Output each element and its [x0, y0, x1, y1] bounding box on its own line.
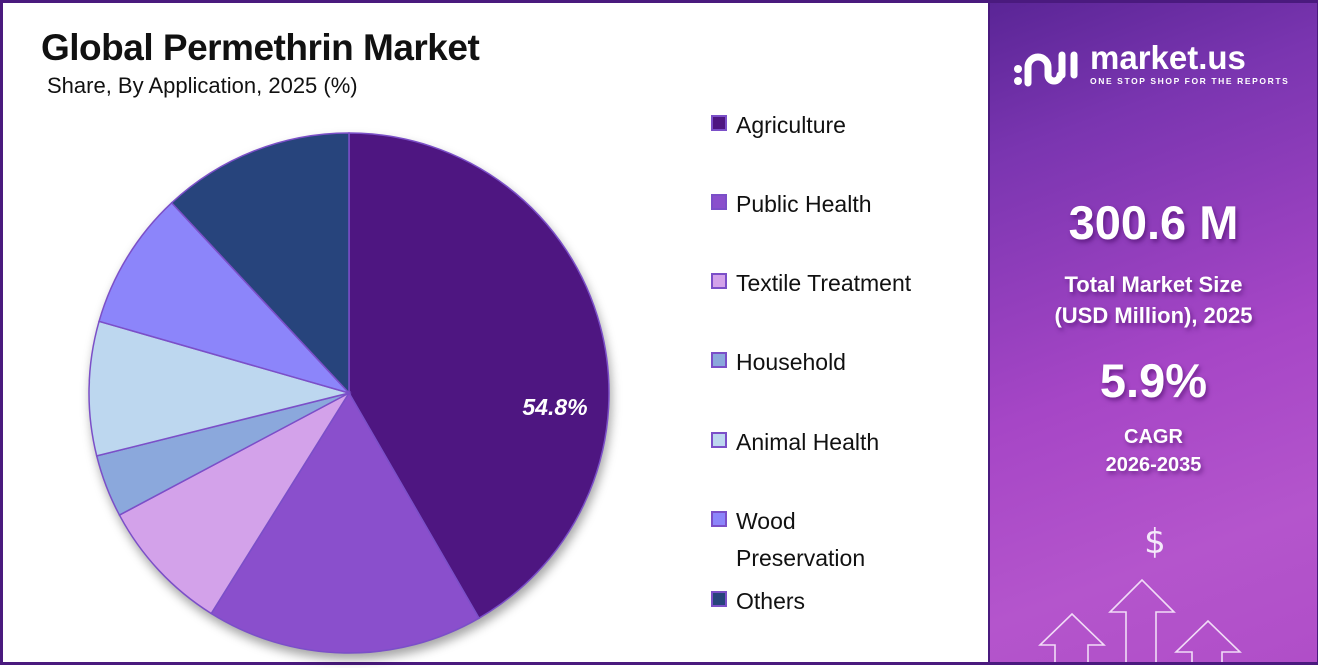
legend-label: Animal Health: [736, 429, 880, 455]
pie-chart: 54.8%: [83, 123, 623, 663]
legend-item-agriculture: Agriculture: [711, 107, 971, 144]
legend-label: Agriculture: [736, 112, 846, 138]
legend-label: Public Health: [736, 191, 872, 217]
pie-slice-agriculture: [348, 132, 610, 620]
dollar-icon: $: [1144, 522, 1166, 562]
legend-swatch-icon: [711, 511, 727, 527]
legend-item-textile-treatment: Textile Treatment: [711, 265, 971, 302]
brand-name: market.us: [1090, 39, 1246, 76]
legend-label: Textile Treatment: [736, 270, 912, 296]
chart-panel: Global Permethrin Market Share, By Appli…: [3, 3, 987, 662]
pie-slice-public-health: [210, 391, 481, 654]
legend-item-others: Others: [711, 583, 971, 620]
legend-item-animal-health: Animal Health: [711, 424, 971, 461]
legend-swatch-icon: [711, 591, 727, 607]
legend-swatch-icon: [711, 432, 727, 448]
legend-swatch-icon: [711, 115, 727, 131]
legend-label: Others: [736, 588, 806, 614]
cagr-label-line2: 2026-2035: [1105, 454, 1202, 476]
legend-label-line2: Preservation: [736, 545, 866, 571]
legend-item-public-health: Public Health: [711, 186, 971, 223]
legend-label-line1: Wood: [736, 508, 796, 534]
pie-slice-animal-health: [88, 320, 352, 457]
legend-item-wood-preservation: Wood Preservation: [711, 503, 971, 577]
pie-callout-agriculture: 54.8%: [522, 394, 587, 420]
legend-swatch-icon: [711, 352, 727, 368]
chart-subtitle: Share, By Application, 2025 (%): [47, 73, 358, 98]
pie-slice-others: [170, 132, 350, 395]
legend-label: Wood Preservation: [736, 503, 865, 577]
pie-slice-textile-treatment: [118, 391, 352, 615]
market-size-label: Total Market Size (USD Million), 2025: [990, 269, 1317, 331]
legend-swatch-icon: [711, 273, 727, 289]
cagr-label: CAGR 2026-2035: [990, 423, 1317, 479]
cagr-value: 5.9%: [1099, 354, 1208, 407]
pie-svg: 54.8%: [88, 132, 610, 654]
legend-swatch-icon: [711, 194, 727, 210]
chart-title: Global Permethrin Market: [41, 27, 480, 68]
brand-logo: market.us ONE STOP SHOP FOR THE REPORTS: [1010, 39, 1289, 89]
market-size-value: 300.6 M: [1068, 196, 1239, 249]
legend-item-household: Household: [711, 344, 971, 381]
market-us-logo-icon: [1014, 51, 1078, 87]
market-size-label-line2: (USD Million), 2025: [1054, 303, 1253, 328]
summary-sidebar: market.us ONE STOP SHOP FOR THE REPORTS …: [988, 3, 1317, 662]
growth-arrows-icon: $: [1038, 522, 1242, 662]
market-size-label-line1: Total Market Size: [1064, 272, 1243, 297]
cagr-label-line1: CAGR: [1124, 426, 1183, 448]
pie-slice-wood-preservation: [98, 201, 352, 395]
legend-label: Household: [736, 349, 846, 375]
brand-tagline: ONE STOP SHOP FOR THE REPORTS: [1090, 76, 1290, 86]
